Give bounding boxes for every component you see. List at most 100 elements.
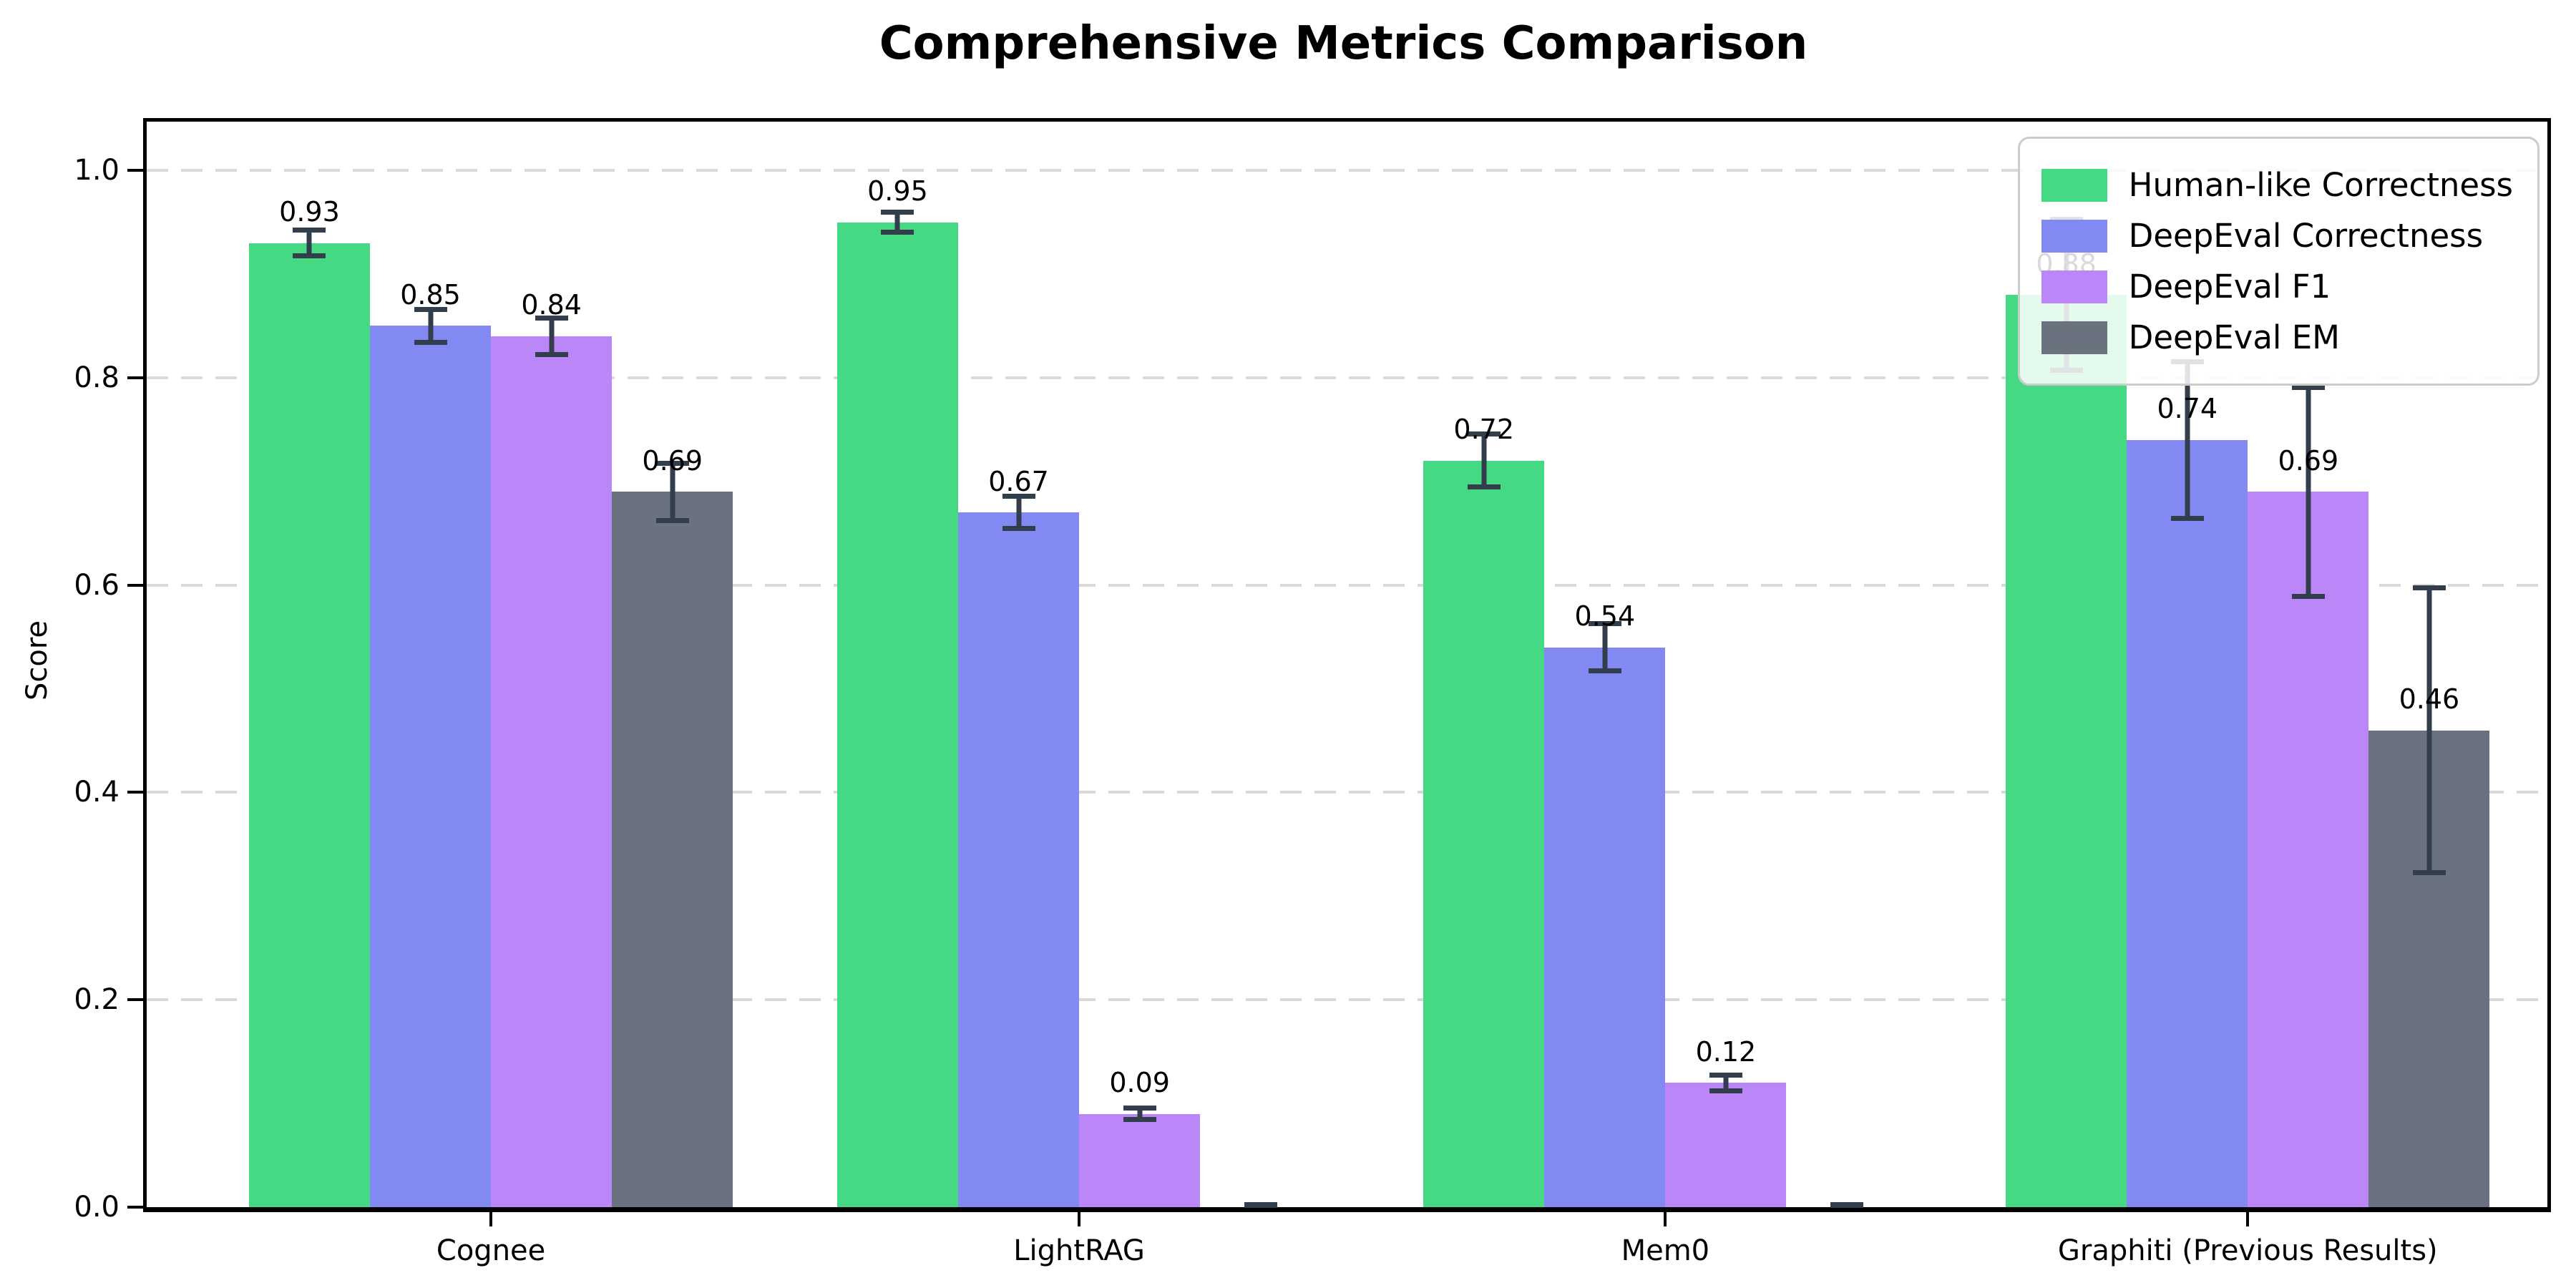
error-bar-cap-bottom: [1002, 526, 1035, 532]
bar: [248, 243, 370, 1207]
bar: [2006, 294, 2127, 1207]
legend-swatch: [2041, 321, 2107, 354]
error-bar-cap-bottom: [535, 351, 568, 357]
legend-item: DeepEval Correctness: [2041, 217, 2513, 255]
bar-value-label: 0.93: [279, 196, 340, 228]
error-bar-cap-top: [1709, 1072, 1742, 1078]
error-bar-cap-top: [1002, 494, 1035, 499]
error-bar-cap-top: [655, 460, 689, 466]
bar: [1423, 460, 1545, 1207]
gridline: [147, 583, 2547, 587]
error-bar: [293, 227, 326, 259]
error-bar-cap-bottom: [1830, 1202, 1863, 1207]
gridline: [147, 791, 2547, 794]
error-bar-cap-top: [1588, 621, 1621, 627]
error-bar-stem: [670, 460, 675, 523]
y-tick-mark: [127, 791, 143, 794]
bar-value-label: 0.72: [1453, 414, 1515, 446]
error-bar-cap-bottom: [2291, 593, 2325, 599]
bar-value-label: 0.09: [1109, 1067, 1170, 1099]
error-bar-stem: [894, 210, 900, 235]
y-tick-mark: [127, 376, 143, 379]
error-bar-cap-top: [535, 315, 568, 321]
error-bar-cap-bottom: [2412, 870, 2446, 876]
error-bar-cap-top: [2412, 585, 2446, 590]
error-bar-cap-bottom: [414, 339, 447, 345]
legend-label: DeepEval Correctness: [2128, 217, 2484, 255]
error-bar-stem: [1723, 1072, 1729, 1093]
y-axis-label: Score: [21, 620, 54, 701]
error-bar: [1588, 621, 1621, 673]
error-bar: [414, 307, 447, 345]
bar-value-label: 0.54: [1574, 600, 1636, 633]
error-bar: [1467, 431, 1501, 490]
legend-swatch: [2041, 168, 2107, 202]
legend-swatch: [2041, 219, 2107, 253]
gridline: [147, 376, 2547, 379]
x-category-label: Cognee: [436, 1234, 546, 1267]
x-category-label: Mem0: [1621, 1234, 1710, 1267]
y-tick-mark: [127, 1206, 143, 1209]
bar: [1544, 647, 1666, 1207]
error-bar-cap-top: [1123, 1106, 1156, 1111]
error-bar-stem: [1602, 621, 1608, 673]
error-bar: [1002, 494, 1035, 532]
error-bar-cap-top: [2291, 385, 2325, 391]
error-bar: [1709, 1072, 1742, 1093]
bar-value-label: 0.69: [642, 444, 703, 477]
bar-value-label: 0.74: [2157, 393, 2218, 425]
error-bar-stem: [1016, 494, 1022, 532]
chart-title: Comprehensive Metrics Comparison: [879, 17, 1808, 70]
x-category-label: Graphiti (Previous Results): [2057, 1234, 2438, 1267]
bar-value-label: 0.46: [2399, 683, 2460, 716]
error-bar-cap-bottom: [1244, 1202, 1277, 1207]
bar: [2127, 439, 2248, 1207]
legend-item: DeepEval EM: [2041, 318, 2513, 356]
y-tick-mark: [127, 583, 143, 587]
y-tick-label: 0.4: [74, 776, 119, 809]
error-bar-cap-bottom: [293, 253, 326, 259]
error-bar: [2412, 585, 2446, 876]
bar-value-label: 0.95: [867, 175, 928, 208]
error-bar-cap-bottom: [2170, 515, 2204, 521]
error-bar: [655, 460, 689, 523]
bar: [836, 222, 958, 1207]
legend-item: DeepEval F1: [2041, 268, 2513, 306]
error-bar-cap-top: [293, 227, 326, 233]
bar-value-label: 0.69: [2278, 444, 2339, 477]
error-bar-cap-top: [414, 307, 447, 313]
error-bar: [1244, 1202, 1277, 1209]
legend-label: Human-like Correctness: [2128, 166, 2513, 204]
y-tick-label: 0.8: [74, 361, 119, 394]
plot-area: Human-like Correctness DeepEval Correctne…: [74, 118, 2551, 1267]
error-bar: [1830, 1202, 1863, 1209]
error-bar-cap-bottom: [1709, 1088, 1742, 1093]
error-bar-stem: [2306, 385, 2311, 599]
y-tick-mark: [127, 169, 143, 172]
error-bar-stem: [1481, 431, 1487, 490]
bar: [1079, 1113, 1201, 1207]
error-bar-stem: [549, 315, 555, 357]
y-tick-label: 0.6: [74, 568, 119, 602]
y-tick-label: 0.0: [74, 1191, 119, 1224]
error-bar-cap-top: [881, 210, 914, 215]
bar: [1665, 1083, 1787, 1207]
gridline: [147, 169, 2547, 172]
bar: [370, 326, 492, 1207]
bar-value-label: 0.85: [400, 278, 461, 311]
error-bar-cap-bottom: [1588, 668, 1621, 673]
legend-label: DeepEval F1: [2128, 268, 2331, 306]
error-bar-cap-bottom: [881, 229, 914, 235]
bar-value-label: 0.12: [1695, 1035, 1757, 1068]
legend-label: DeepEval EM: [2128, 318, 2340, 356]
error-bar-cap-top: [1467, 431, 1501, 437]
error-bar-cap-bottom: [1467, 484, 1501, 490]
error-bar-cap-bottom: [655, 517, 689, 523]
error-bar-stem: [306, 227, 312, 259]
x-tick-mark: [1664, 1212, 1667, 1226]
error-bar-stem: [2185, 358, 2190, 521]
x-tick-mark: [1078, 1212, 1081, 1226]
x-tick-mark: [489, 1212, 493, 1226]
error-bar: [1123, 1106, 1156, 1123]
